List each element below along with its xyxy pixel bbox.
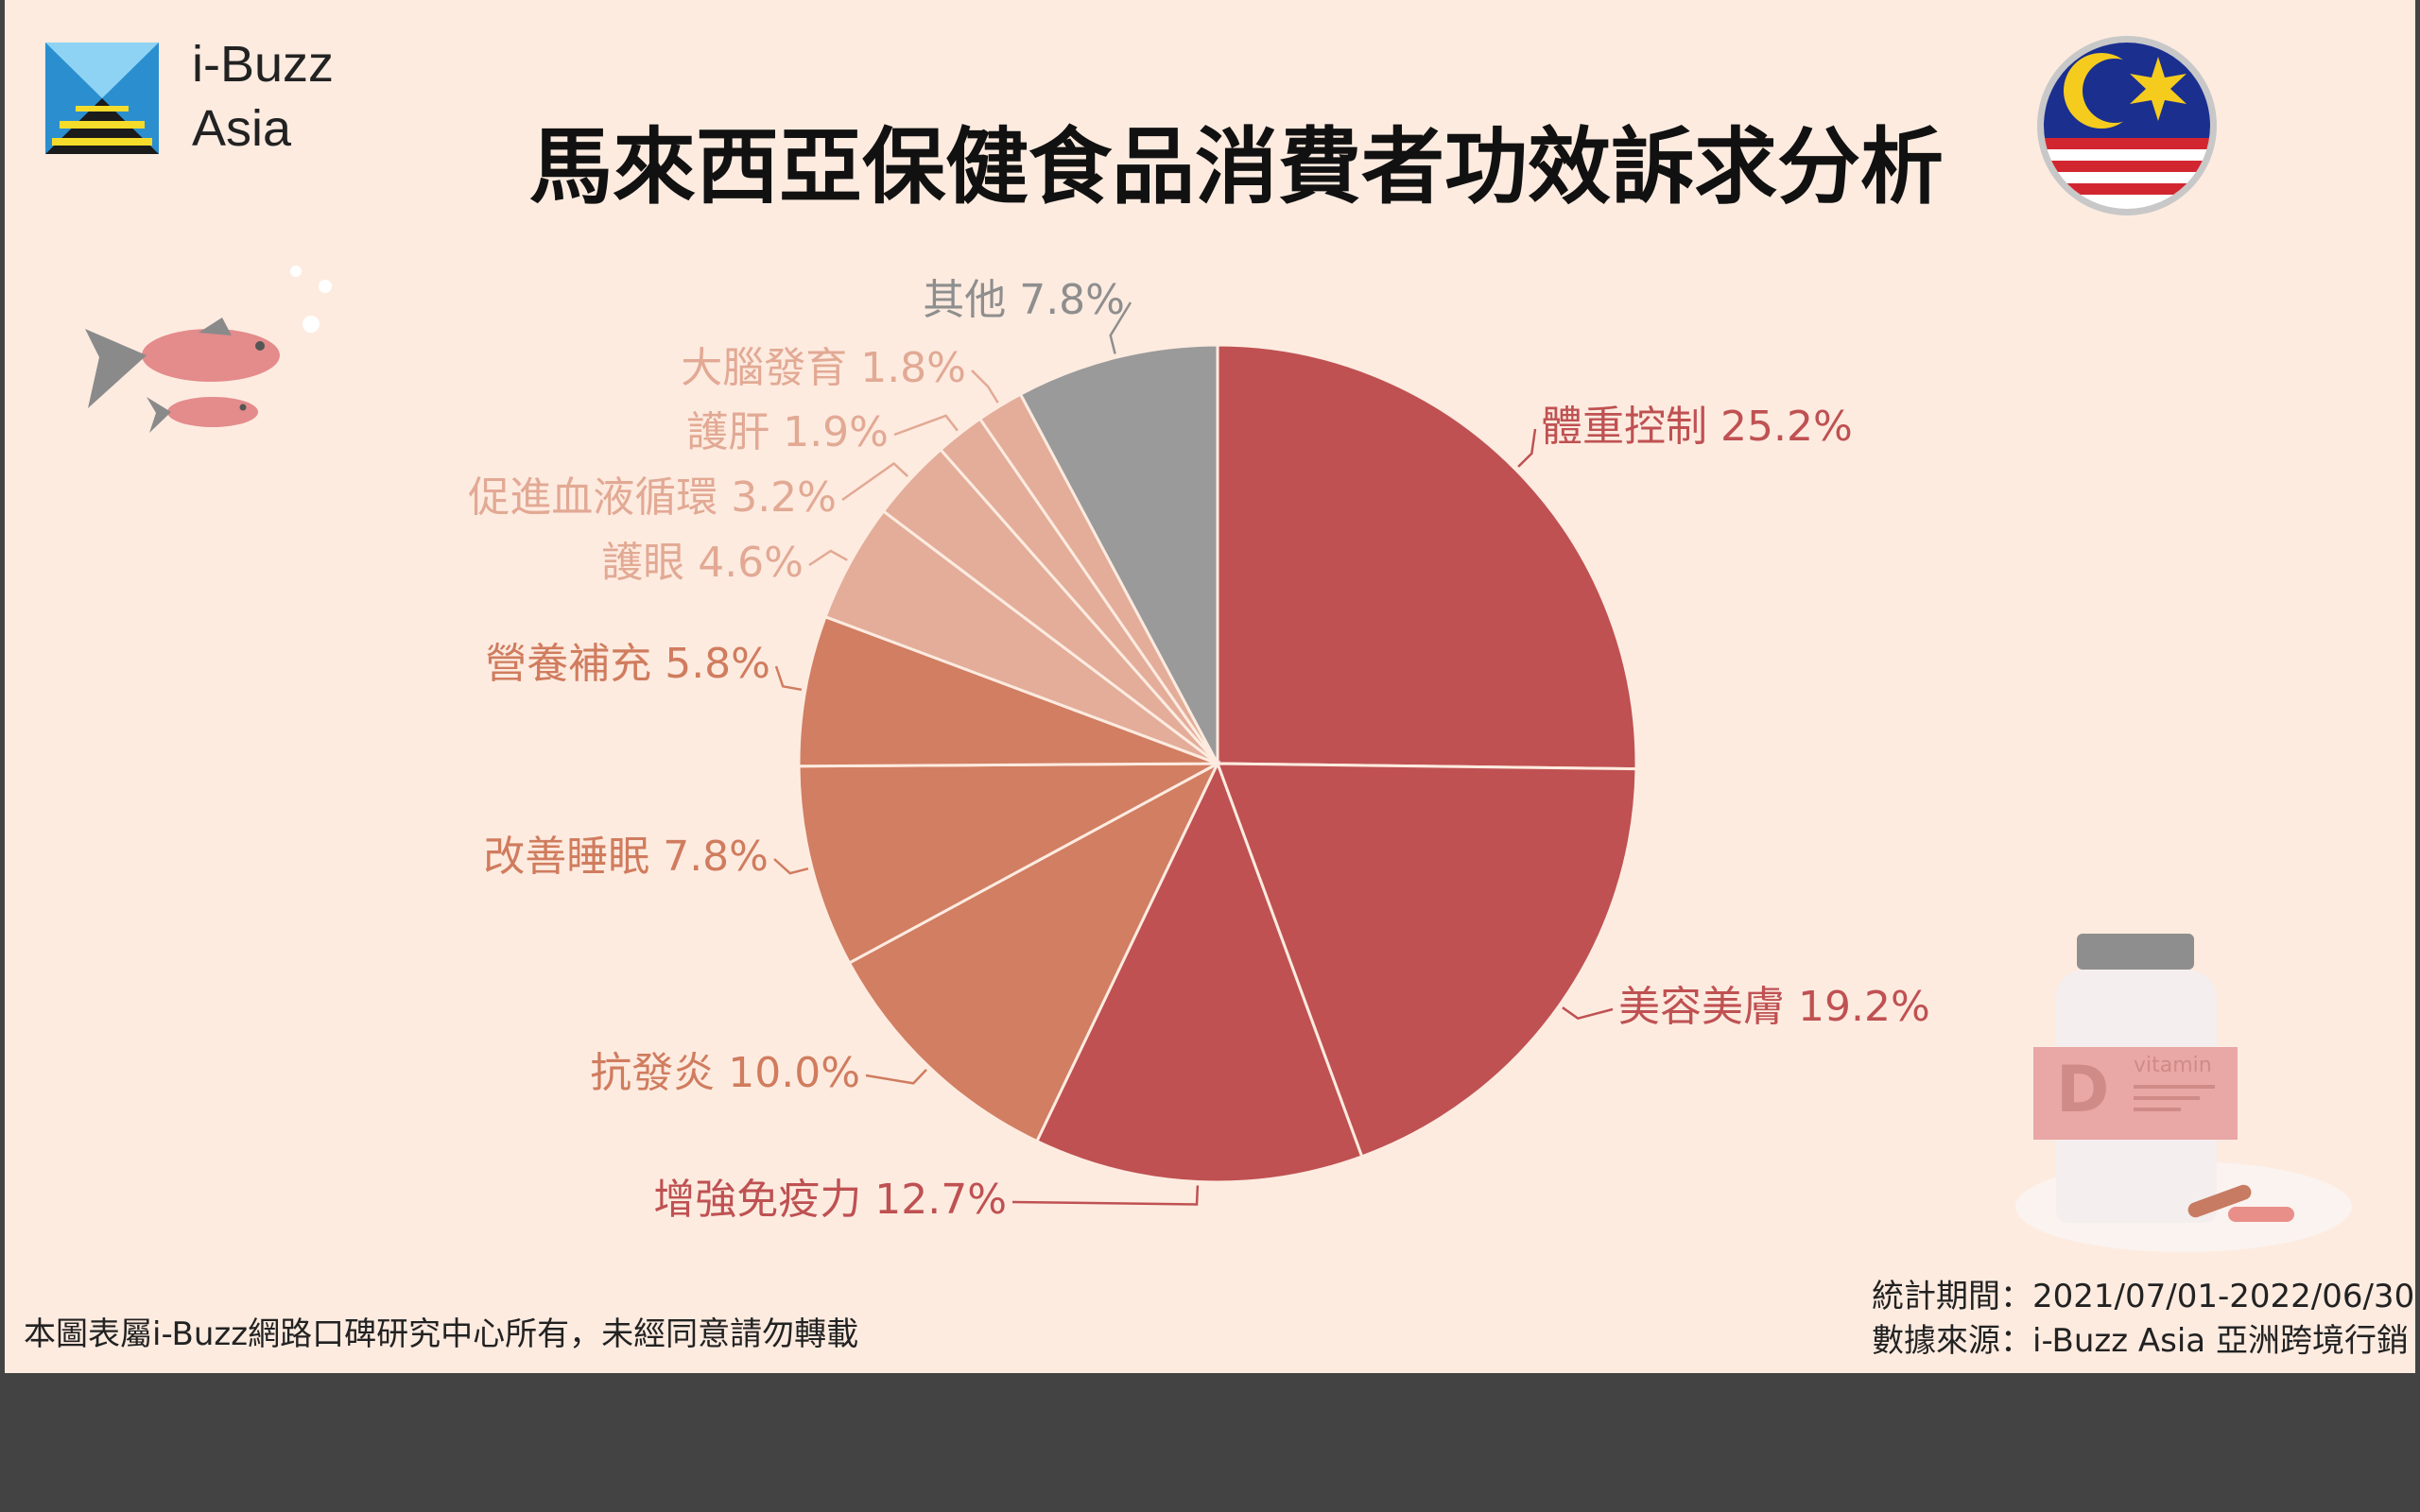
leader-line-2 [1562, 1006, 1614, 1021]
leader-line-7 [808, 549, 848, 567]
pie-chart [797, 343, 1638, 1184]
pie-slice-2 [1215, 762, 1638, 1159]
pie-slice-6 [797, 614, 1219, 768]
slice-label-6: 營養補充 5.8% [485, 640, 770, 688]
leader-line-4 [865, 1069, 927, 1085]
copyright-note: 本圖表屬i-Buzz網路口碑研究中心所有，未經同意請勿轉載 [24, 1315, 858, 1353]
vitamin-bottle-illustration-icon: D vitamin [2015, 934, 2352, 1252]
slice-label-7: 護眼 4.6% [601, 539, 804, 587]
leader-line-3 [1011, 1185, 1200, 1206]
slice-label-8: 促進血液循環 3.2% [468, 473, 837, 522]
leader-line-9 [893, 414, 959, 437]
slice-label-5: 改善睡眠 7.8% [483, 833, 769, 881]
logo-text-line2: Asia [192, 100, 292, 157]
leader-line-5 [773, 858, 809, 875]
logo-mark-icon [45, 43, 159, 154]
vitamin-word: vitamin [2134, 1054, 2212, 1077]
slice-label-11: 其他 7.8% [923, 276, 1125, 324]
leader-line-8 [841, 461, 909, 502]
leader-line-1 [1517, 428, 1537, 468]
slice-label-10: 大腦發育 1.8% [681, 344, 966, 392]
pie-slice-11 [1018, 343, 1219, 765]
malaysia-flag-icon [2037, 36, 2217, 215]
fish-illustration-icon [85, 266, 332, 433]
vitamin-letter: D [2056, 1053, 2109, 1127]
data-source: 數據來源：i-Buzz Asia 亞洲跨境行銷 [1872, 1322, 2409, 1360]
chart-canvas: i-Buzz Asia 馬來西亞保健食品消費者功效訴求分析 [5, 0, 2415, 1373]
stats-period: 統計期間：2021/07/01-2022/06/30 [1872, 1278, 2414, 1315]
slice-label-2: 美容美膚 19.2% [1618, 983, 1930, 1031]
leader-line-6 [774, 665, 803, 692]
logo-text-line1: i-Buzz [192, 36, 334, 93]
chart-svg: i-Buzz Asia 馬來西亞保健食品消費者功效訴求分析 [24, 36, 2414, 1360]
pie-labels: 體重控制 25.2% 美容美膚 19.2% 增強免疫力 12.7% 抗發炎 10.0%… [468, 276, 1930, 1224]
pie-slice-5 [797, 762, 1219, 966]
ibuzz-logo: i-Buzz Asia [45, 36, 334, 157]
leader-line-10 [971, 369, 999, 404]
chart-title: 馬來西亞保健食品消費者功效訴求分析 [529, 118, 1944, 215]
pie-slice-3 [1034, 760, 1364, 1184]
pie-slice-4 [847, 760, 1221, 1143]
slice-label-3: 增強免疫力 12.7% [653, 1176, 1007, 1224]
pie-slice-1 [1216, 343, 1638, 771]
slice-label-9: 護肝 1.9% [686, 408, 889, 456]
slice-label-4: 抗發炎 10.0% [590, 1049, 860, 1097]
leader-line-11 [1109, 301, 1132, 354]
slice-label-1: 體重控制 25.2% [1541, 403, 1853, 451]
pie-leader-lines [773, 301, 1614, 1206]
